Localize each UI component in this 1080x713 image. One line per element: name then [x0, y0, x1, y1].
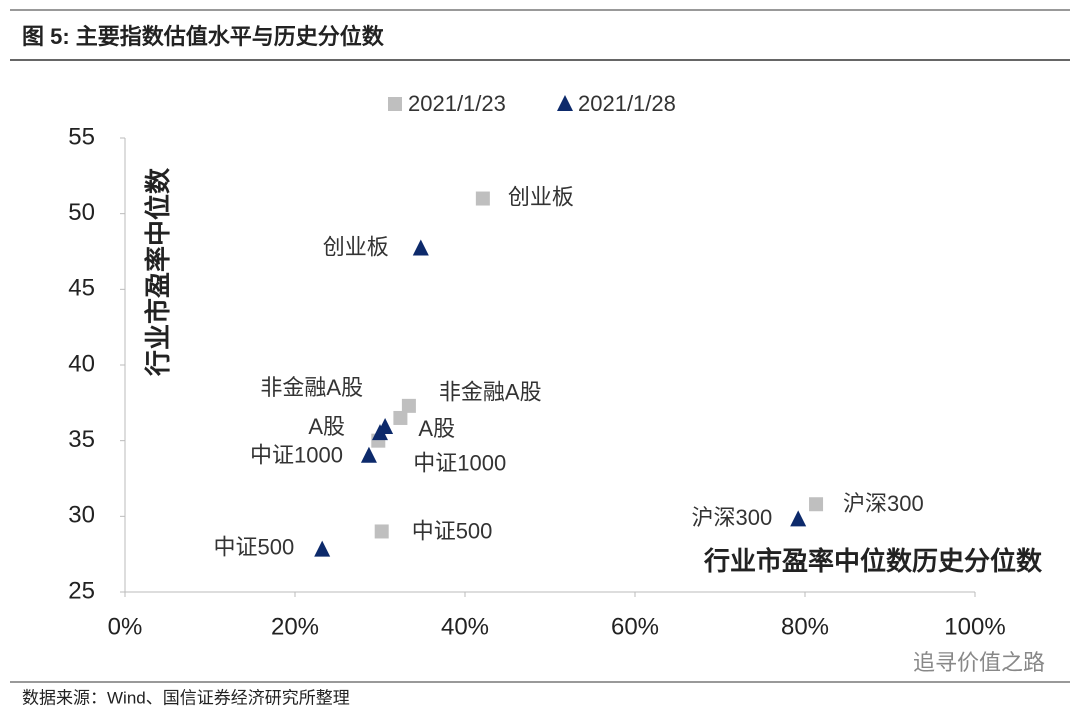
x-tick-label: 20% [271, 613, 319, 640]
y-tick-label: 35 [68, 426, 95, 453]
point-label: 中证500 [213, 534, 294, 559]
x-tick-label: 60% [611, 613, 659, 640]
point-label: 中证1000 [413, 450, 506, 475]
point [401, 398, 416, 413]
x-tick-label: 80% [781, 613, 829, 640]
legend-marker [557, 95, 573, 111]
y-tick-label: 45 [68, 275, 95, 302]
x-tick-label: 40% [441, 613, 489, 640]
y-tick-label: 55 [68, 123, 95, 150]
x-axis-label: 行业市盈率中位数历史分位数 [703, 546, 1043, 576]
point-label: 创业板 [508, 184, 574, 209]
y-axis-label: 行业市盈率中位数 [143, 167, 173, 377]
point [790, 510, 807, 527]
chart-title: 图 5: 主要指数估值水平与历史分位数 [22, 24, 385, 49]
point-label: 创业板 [323, 234, 389, 259]
point-label: A股 [308, 414, 345, 439]
x-tick-label: 0% [108, 613, 143, 640]
point-label: A股 [418, 416, 455, 441]
y-tick-label: 25 [68, 577, 95, 604]
point-label: 中证1000 [250, 443, 343, 468]
legend-label: 2021/1/23 [408, 91, 506, 116]
point [809, 497, 824, 512]
point [372, 424, 388, 441]
point [412, 239, 429, 256]
legend-marker [388, 97, 402, 111]
point [360, 446, 377, 463]
point-label: 沪深300 [691, 505, 772, 530]
point [393, 410, 408, 425]
point-label: 非金融A股 [439, 380, 542, 405]
point-label: 非金融A股 [260, 375, 363, 400]
y-tick-label: 50 [68, 199, 95, 226]
watermark: 追寻价值之路 [913, 650, 1045, 675]
legend-label: 2021/1/28 [578, 91, 676, 116]
point [475, 191, 490, 206]
source-note: 数据来源：Wind、国信证券经济研究所整理 [22, 688, 350, 707]
x-tick-label: 100% [944, 613, 1005, 640]
point [374, 524, 389, 539]
point-label: 中证500 [412, 518, 493, 543]
point [314, 540, 331, 557]
y-tick-label: 30 [68, 502, 95, 529]
point-label: 沪深300 [843, 491, 924, 516]
y-tick-label: 40 [68, 350, 95, 377]
